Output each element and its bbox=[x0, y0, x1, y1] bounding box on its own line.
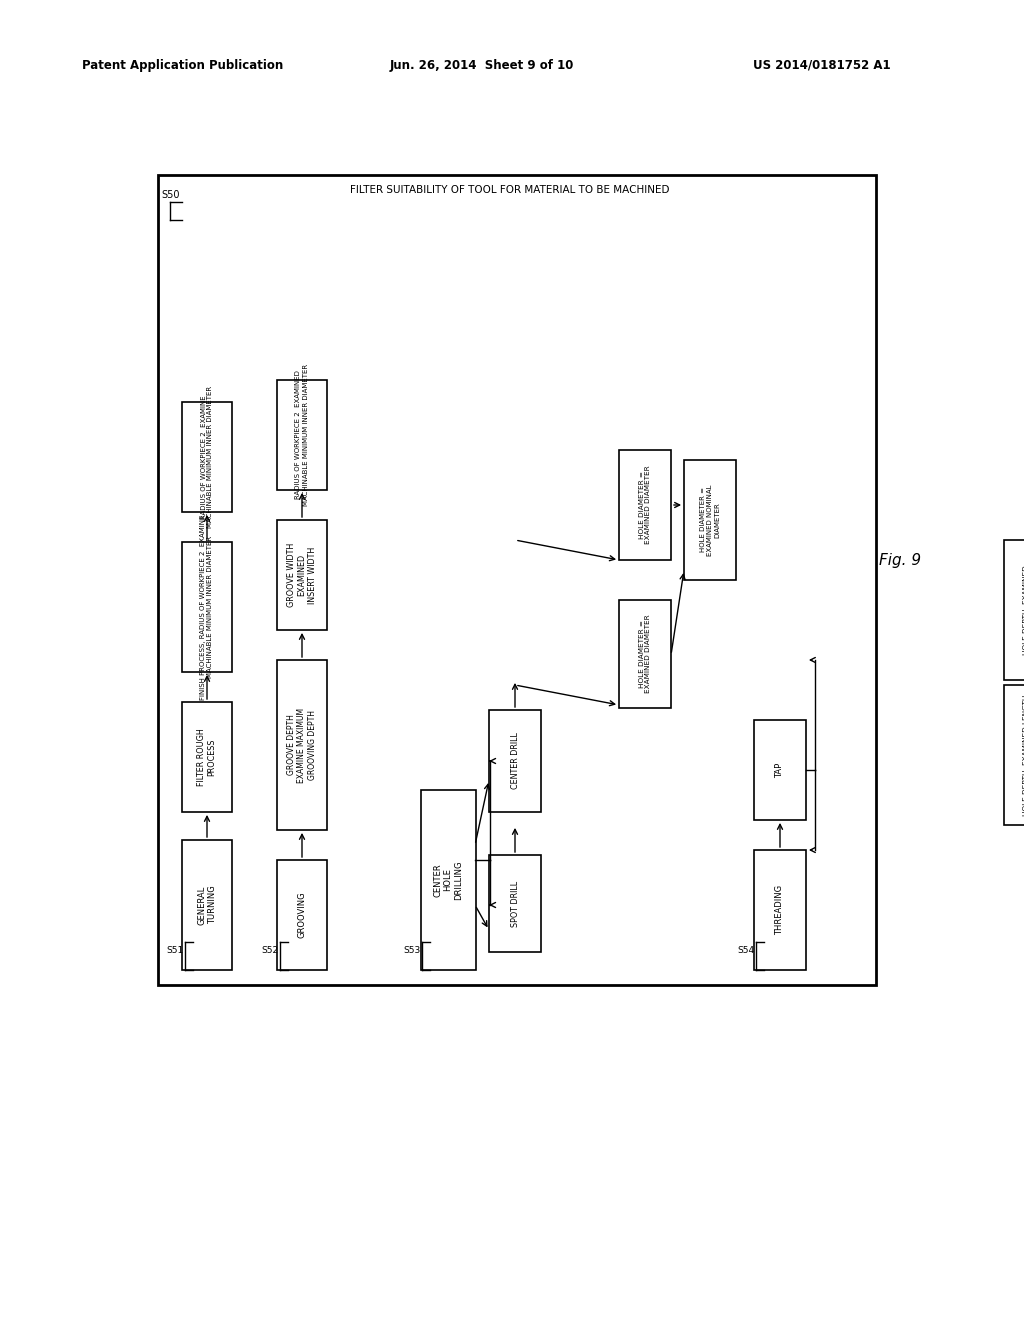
Text: S53: S53 bbox=[403, 946, 421, 954]
Text: FINISH PROCESS, RADIUS OF WORKPIECE 2  EXAMINE
MACHINABLE MINIMUM INNER DIAMETER: FINISH PROCESS, RADIUS OF WORKPIECE 2 EX… bbox=[201, 515, 213, 700]
Bar bbox=[158, 176, 876, 985]
Bar bbox=[182, 403, 232, 512]
Text: HOLE DIAMETER =
EXAMINED DIAMETER: HOLE DIAMETER = EXAMINED DIAMETER bbox=[639, 466, 651, 544]
Text: CENTER DRILL: CENTER DRILL bbox=[511, 733, 519, 789]
Text: S51: S51 bbox=[166, 946, 183, 954]
Text: S52: S52 bbox=[261, 946, 279, 954]
Bar bbox=[754, 719, 806, 820]
Text: S50: S50 bbox=[161, 190, 179, 201]
Bar bbox=[489, 855, 541, 952]
Text: GROOVING: GROOVING bbox=[298, 892, 306, 939]
Text: THREADING: THREADING bbox=[775, 884, 784, 935]
Bar bbox=[489, 710, 541, 812]
Text: SPOT DRILL: SPOT DRILL bbox=[511, 880, 519, 927]
Text: HOLE DIAMETER =
EXAMINED NOMINAL
DIAMETER: HOLE DIAMETER = EXAMINED NOMINAL DIAMETE… bbox=[700, 484, 720, 556]
Text: FILTER SUITABILITY OF TOOL FOR MATERIAL TO BE MACHINED: FILTER SUITABILITY OF TOOL FOR MATERIAL … bbox=[350, 185, 670, 195]
Text: HOLE DIAMETER =
EXAMINED DIAMETER: HOLE DIAMETER = EXAMINED DIAMETER bbox=[639, 615, 651, 693]
Text: CENTER
HOLE
DRILLING: CENTER HOLE DRILLING bbox=[433, 861, 463, 900]
Bar bbox=[278, 861, 327, 970]
Bar bbox=[182, 543, 232, 672]
Text: Jun. 26, 2014  Sheet 9 of 10: Jun. 26, 2014 Sheet 9 of 10 bbox=[390, 58, 574, 71]
Bar bbox=[684, 459, 736, 579]
Bar bbox=[182, 840, 232, 970]
Bar bbox=[618, 450, 671, 560]
Text: GROOVE WIDTH
EXAMINED
INSERT WIDTH: GROOVE WIDTH EXAMINED INSERT WIDTH bbox=[287, 543, 316, 607]
Text: US 2014/0181752 A1: US 2014/0181752 A1 bbox=[753, 58, 891, 71]
Text: S54: S54 bbox=[737, 946, 755, 954]
Bar bbox=[182, 702, 232, 812]
Bar bbox=[1004, 685, 1024, 825]
Text: FILTER ROUGH
PROCESS: FILTER ROUGH PROCESS bbox=[198, 729, 217, 785]
Text: GENERAL
TURNING: GENERAL TURNING bbox=[198, 886, 217, 924]
Text: RADIUS OF WORKPIECE 2  EXAMINED
MACHINABLE MINIMUM INNER DIAMETER: RADIUS OF WORKPIECE 2 EXAMINED MACHINABL… bbox=[296, 364, 308, 506]
Bar bbox=[618, 601, 671, 708]
Bar bbox=[278, 380, 327, 490]
Text: Fig. 9: Fig. 9 bbox=[879, 553, 921, 568]
Bar bbox=[754, 850, 806, 970]
Text: RADIUS OF WORKPIECE 2  EXAMINE
MACHINABLE MINIMUM INNER DIAMETER: RADIUS OF WORKPIECE 2 EXAMINE MACHINABLE… bbox=[201, 385, 213, 528]
Text: Patent Application Publication: Patent Application Publication bbox=[82, 58, 284, 71]
Text: GROOVE DEPTH
EXAMINE MAXIMUM
GROOVING DEPTH: GROOVE DEPTH EXAMINE MAXIMUM GROOVING DE… bbox=[287, 708, 316, 783]
Bar bbox=[421, 789, 475, 970]
Bar bbox=[278, 520, 327, 630]
Bar bbox=[1004, 540, 1024, 680]
Text: TAP: TAP bbox=[775, 763, 784, 777]
Bar bbox=[278, 660, 327, 830]
